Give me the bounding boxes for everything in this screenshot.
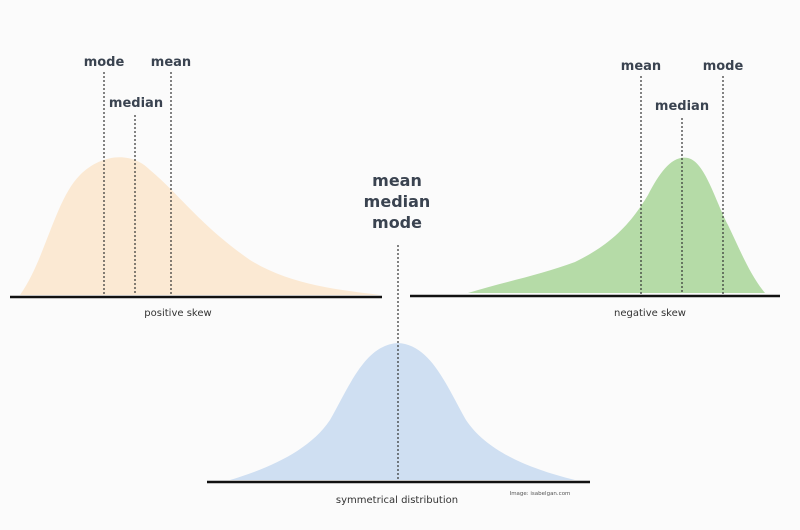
marker-label: mean (621, 59, 661, 74)
marker-label: median (364, 192, 431, 211)
marker-label: median (109, 96, 163, 111)
symmetric-curve (230, 343, 575, 480)
marker-label: mean (372, 171, 422, 190)
credit: Image: isabelgan.com (510, 491, 571, 497)
marker-label: mode (84, 55, 125, 70)
marker-label: mode (703, 59, 744, 74)
marker-label: mode (372, 213, 422, 232)
marker-label: median (655, 99, 709, 114)
caption: symmetrical distribution (336, 495, 458, 506)
marker-label: mean (151, 55, 191, 70)
caption: negative skew (614, 308, 686, 319)
positive-skew-curve (20, 157, 380, 295)
negative-skew-curve (468, 157, 765, 293)
caption: positive skew (144, 308, 211, 319)
